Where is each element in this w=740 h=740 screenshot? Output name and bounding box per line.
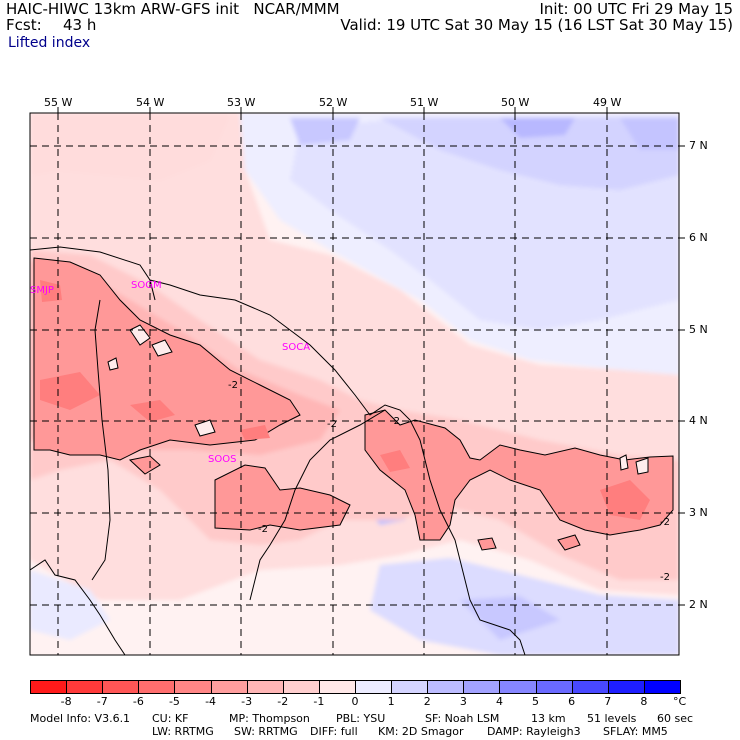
field-name: Lifted index [8, 35, 91, 51]
colorbar-swatch [499, 680, 537, 694]
valid-time: Valid: 19 UTC Sat 30 May 15 (16 LST Sat … [340, 16, 733, 34]
colorbar-tick-label: -7 [96, 695, 108, 708]
colorbar-tick-label: -8 [60, 695, 72, 708]
colorbar-tick-label: -5 [168, 695, 180, 708]
surface-scheme: SF: Noah LSM [425, 712, 500, 725]
model-title: HAIC-HIWC 13km ARW-GFS init NCAR/MMM [6, 0, 340, 18]
colorbar-tick-label: -4 [205, 695, 217, 708]
contour-minus-3-cores [40, 280, 650, 520]
colorbar-tick-label: -2 [277, 695, 289, 708]
colorbar-swatch [427, 680, 465, 694]
lat-label: 5 N [689, 323, 708, 336]
init-time: Init: 00 UTC Fri 29 May 15 [539, 0, 733, 18]
colorbar-swatch [391, 680, 429, 694]
colorbar-swatch [607, 680, 645, 694]
map-frame [29, 112, 680, 656]
shaded-field [30, 113, 679, 655]
lat-lon-grid [30, 113, 679, 655]
colorbar-swatch [355, 680, 393, 694]
colorbar-swatch [643, 680, 681, 694]
colorbar-tick-label: -6 [132, 695, 144, 708]
colorbar-tick-label: 3 [459, 695, 467, 708]
colorbar-tick-label: 8 [640, 695, 648, 708]
colorbar-swatch [66, 680, 104, 694]
km-option: KM: 2D Smagor [378, 725, 464, 738]
lon-label: 51 W [410, 96, 439, 109]
colorbar-swatch [463, 680, 501, 694]
colorbar-swatch [535, 680, 573, 694]
damping: DAMP: Rayleigh3 [487, 725, 581, 738]
lon-label: 54 W [136, 96, 165, 109]
vertical-levels: 51 levels [587, 712, 637, 725]
lon-label: 53 W [227, 96, 256, 109]
contour-label: -2 [660, 572, 670, 583]
colorbar-tick-label: 4 [495, 695, 503, 708]
colorbar-tick-label: 7 [604, 695, 612, 708]
colorbar-tick-label: 1 [387, 695, 395, 708]
contour-label: -2 [390, 416, 400, 427]
colorbar-swatch [30, 680, 68, 694]
lat-label: 7 N [689, 139, 708, 152]
contour-label: -2 [327, 419, 337, 430]
colorbar-unit: °C [673, 695, 687, 708]
colorbar-swatch [210, 680, 248, 694]
station-label: SMJP [30, 285, 54, 296]
colorbar-tick-label: 2 [423, 695, 431, 708]
longwave-scheme: LW: RRTMG [152, 725, 214, 738]
diffusion: DIFF: full [310, 725, 358, 738]
lon-label: 52 W [319, 96, 348, 109]
forecast-label: Fcst: [6, 16, 42, 34]
lat-label: 6 N [689, 231, 708, 244]
station-label: SOOS [208, 454, 236, 465]
lat-label: 4 N [689, 414, 708, 427]
surface-layer: SFLAY: MM5 [603, 725, 668, 738]
colorbar-swatch [102, 680, 140, 694]
contour-minus-2 [33, 257, 674, 551]
lon-label: 49 W [593, 96, 622, 109]
coastline [30, 246, 526, 655]
lon-label: 55 W [44, 96, 73, 109]
resolution: 13 km [531, 712, 566, 725]
time-step: 60 sec [657, 712, 694, 725]
microphysics-scheme: MP: Thompson [229, 712, 310, 725]
lon-label: 50 W [501, 96, 530, 109]
colorbar-tick-label: 6 [568, 695, 576, 708]
colorbar-swatch [174, 680, 212, 694]
lat-label: 3 N [689, 506, 708, 519]
pbl-scheme: PBL: YSU [336, 712, 386, 725]
colorbar-tick-label: 0 [351, 695, 359, 708]
colorbar-swatch [571, 680, 609, 694]
lat-label: 2 N [689, 598, 708, 611]
contour-label: -2 [660, 517, 670, 528]
colorbar-swatch [246, 680, 284, 694]
station-label: SOCA [282, 342, 310, 353]
colorbar-swatch [282, 680, 320, 694]
model-info: Model Info: V3.6.1 [30, 712, 131, 725]
colorbar-swatch [138, 680, 176, 694]
colorbar-tick-label: 5 [532, 695, 540, 708]
colorbar-swatch [318, 680, 356, 694]
shortwave-scheme: SW: RRTMG [234, 725, 298, 738]
colorbar-tick-label: -3 [241, 695, 253, 708]
forecast-hour: 43 h [63, 16, 97, 34]
station-label: SOGM [131, 280, 162, 291]
colorbar-tick-label: -1 [313, 695, 325, 708]
contour-label: -2 [258, 524, 268, 535]
contour-label: -2 [228, 380, 238, 391]
cumulus-scheme: CU: KF [152, 712, 189, 725]
